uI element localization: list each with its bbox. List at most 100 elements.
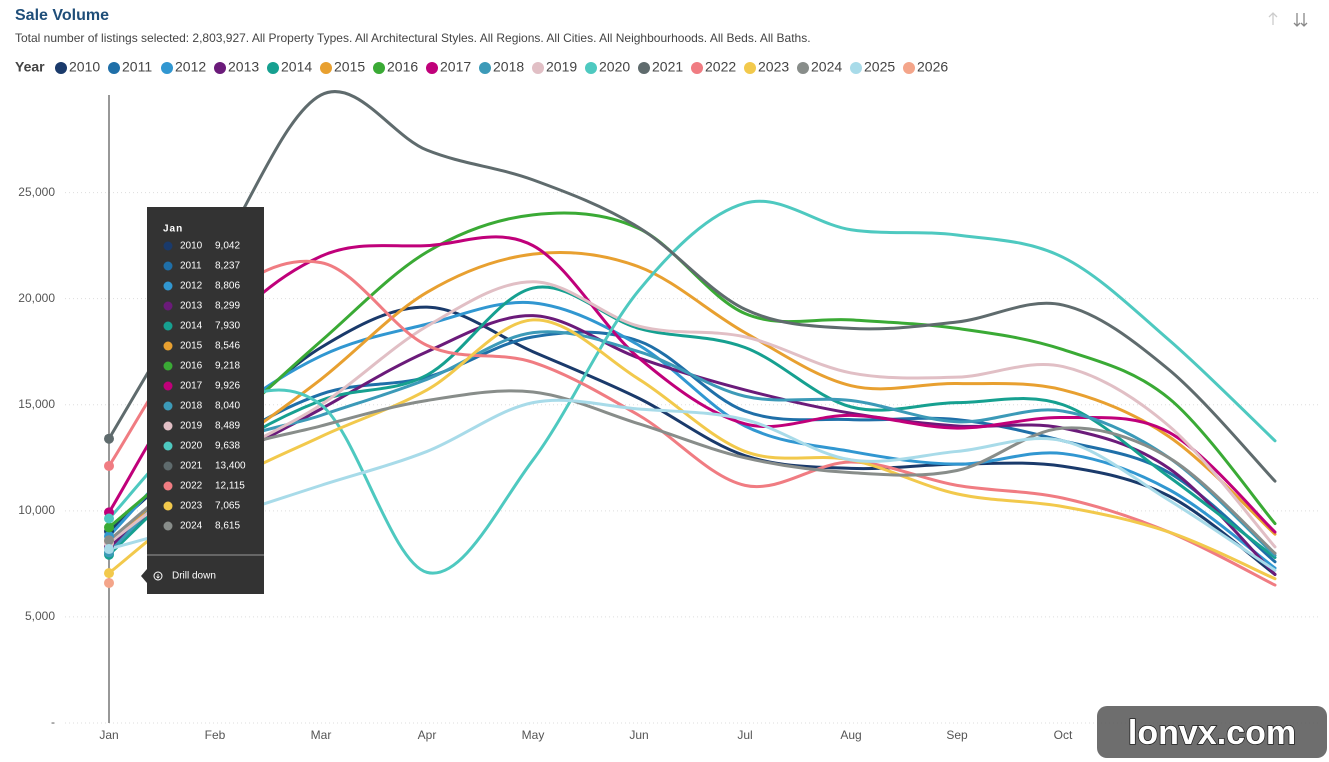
tooltip-name: 2021 — [180, 461, 203, 472]
series-line — [107, 199, 1277, 575]
series-line — [107, 300, 1277, 570]
watermark-box — [1097, 706, 1327, 758]
drill-icon — [153, 571, 163, 581]
legend-marker — [267, 62, 279, 74]
x-tick-label: Mar — [311, 728, 332, 742]
tooltip-name: 2017 — [180, 381, 203, 392]
tooltip-marker — [163, 461, 173, 471]
x-tick-label: Jan — [99, 728, 118, 742]
tooltip-marker — [163, 341, 173, 351]
series-line — [107, 318, 1277, 581]
tooltip-name: 2022 — [180, 481, 203, 492]
series-line — [107, 330, 1277, 564]
legend-marker — [55, 62, 67, 74]
hover-marker — [104, 522, 114, 533]
tooltip-name: 2018 — [180, 401, 203, 412]
legend-marker — [532, 62, 544, 74]
y-tick-label: 20,000 — [18, 291, 55, 305]
tooltip-value: 7,065 — [215, 501, 240, 512]
legend-label: 2010 — [69, 59, 100, 75]
legend-marker — [744, 62, 756, 74]
legend-label: 2014 — [281, 59, 312, 75]
legend-marker — [426, 62, 438, 74]
legend-marker — [691, 62, 703, 74]
tooltip-title: Jan — [163, 224, 183, 235]
tooltip-value: 8,237 — [215, 261, 240, 272]
series-line — [107, 285, 1277, 560]
legend-label: 2024 — [811, 59, 842, 75]
x-tick-label: Aug — [840, 728, 861, 742]
legend-marker — [214, 62, 226, 74]
legend-marker — [850, 62, 862, 74]
hover-marker — [104, 535, 114, 546]
chart-title: Sale Volume — [15, 7, 109, 24]
legend-marker — [585, 62, 597, 74]
tooltip-marker — [163, 481, 173, 491]
x-tick-label: Oct — [1054, 728, 1073, 742]
legend-label: 2021 — [652, 59, 683, 75]
series-line — [107, 211, 1277, 529]
tooltip-marker — [163, 521, 173, 531]
watermark: lonvx.com — [1128, 714, 1296, 752]
tooltip-value: 9,042 — [215, 241, 240, 252]
tooltip-marker — [163, 321, 173, 331]
y-tick-label: 10,000 — [18, 503, 55, 517]
x-tick-label: Feb — [205, 728, 226, 742]
x-tick-label: Apr — [418, 728, 437, 742]
series-line — [107, 305, 1277, 576]
tooltip-name: 2015 — [180, 341, 203, 352]
legend-label: 2026 — [917, 59, 948, 75]
tooltip-marker — [163, 301, 173, 311]
tooltip-value: 13,400 — [215, 461, 246, 472]
tooltip-name: 2019 — [180, 421, 203, 432]
legend-label: 2015 — [334, 59, 365, 75]
legend-marker — [108, 62, 120, 74]
tooltip-marker — [163, 421, 173, 431]
legend-marker — [638, 62, 650, 74]
tooltip-value: 9,926 — [215, 381, 240, 392]
legend-label: 2023 — [758, 59, 789, 75]
hover-marker — [104, 568, 114, 579]
drill-icon-arrow — [156, 574, 160, 579]
hover-marker — [104, 577, 114, 588]
legend-marker — [479, 62, 491, 74]
tooltip-marker — [163, 401, 173, 411]
tooltip-name: 2010 — [180, 241, 203, 252]
x-tick-label: Jul — [737, 728, 752, 742]
legend-marker — [903, 62, 915, 74]
x-tick-label: Jun — [629, 728, 648, 742]
legend-label: 2020 — [599, 59, 630, 75]
legend-marker — [161, 62, 173, 74]
sort-icons[interactable] — [1268, 12, 1308, 27]
chart-subtitle: Total number of listings selected: 2,803… — [15, 31, 811, 45]
legend-label: 2025 — [864, 59, 895, 75]
drill-down[interactable]: Drill down — [153, 571, 216, 582]
tooltip-marker — [163, 361, 173, 371]
tooltip-value: 8,299 — [215, 301, 240, 312]
legend-label: 2017 — [440, 59, 471, 75]
series-line — [107, 314, 1277, 576]
hover-marker — [104, 433, 114, 444]
tooltip-value: 12,115 — [215, 481, 245, 492]
tooltip-marker — [163, 241, 173, 251]
tooltip-marker — [163, 441, 173, 451]
tooltip-marker — [163, 501, 173, 511]
y-tick-label: - — [51, 715, 55, 729]
tooltip-name: 2023 — [180, 501, 203, 512]
tooltip-value: 8,615 — [215, 521, 240, 532]
drill-label: Drill down — [172, 571, 216, 582]
legend-title: Year — [15, 59, 45, 75]
series-line — [107, 330, 1277, 557]
tooltip-value: 9,218 — [215, 361, 240, 372]
tooltip-name: 2014 — [180, 321, 203, 332]
hover-marker — [104, 513, 114, 524]
legend-label: 2012 — [175, 59, 206, 75]
legend-marker — [373, 62, 385, 74]
legend-label: 2019 — [546, 59, 577, 75]
tooltip-name: 2024 — [180, 521, 203, 532]
tooltip-pointer — [141, 569, 147, 583]
series-line — [107, 389, 1277, 555]
tooltip-value: 8,806 — [215, 281, 240, 292]
y-tick-label: 25,000 — [18, 185, 55, 199]
